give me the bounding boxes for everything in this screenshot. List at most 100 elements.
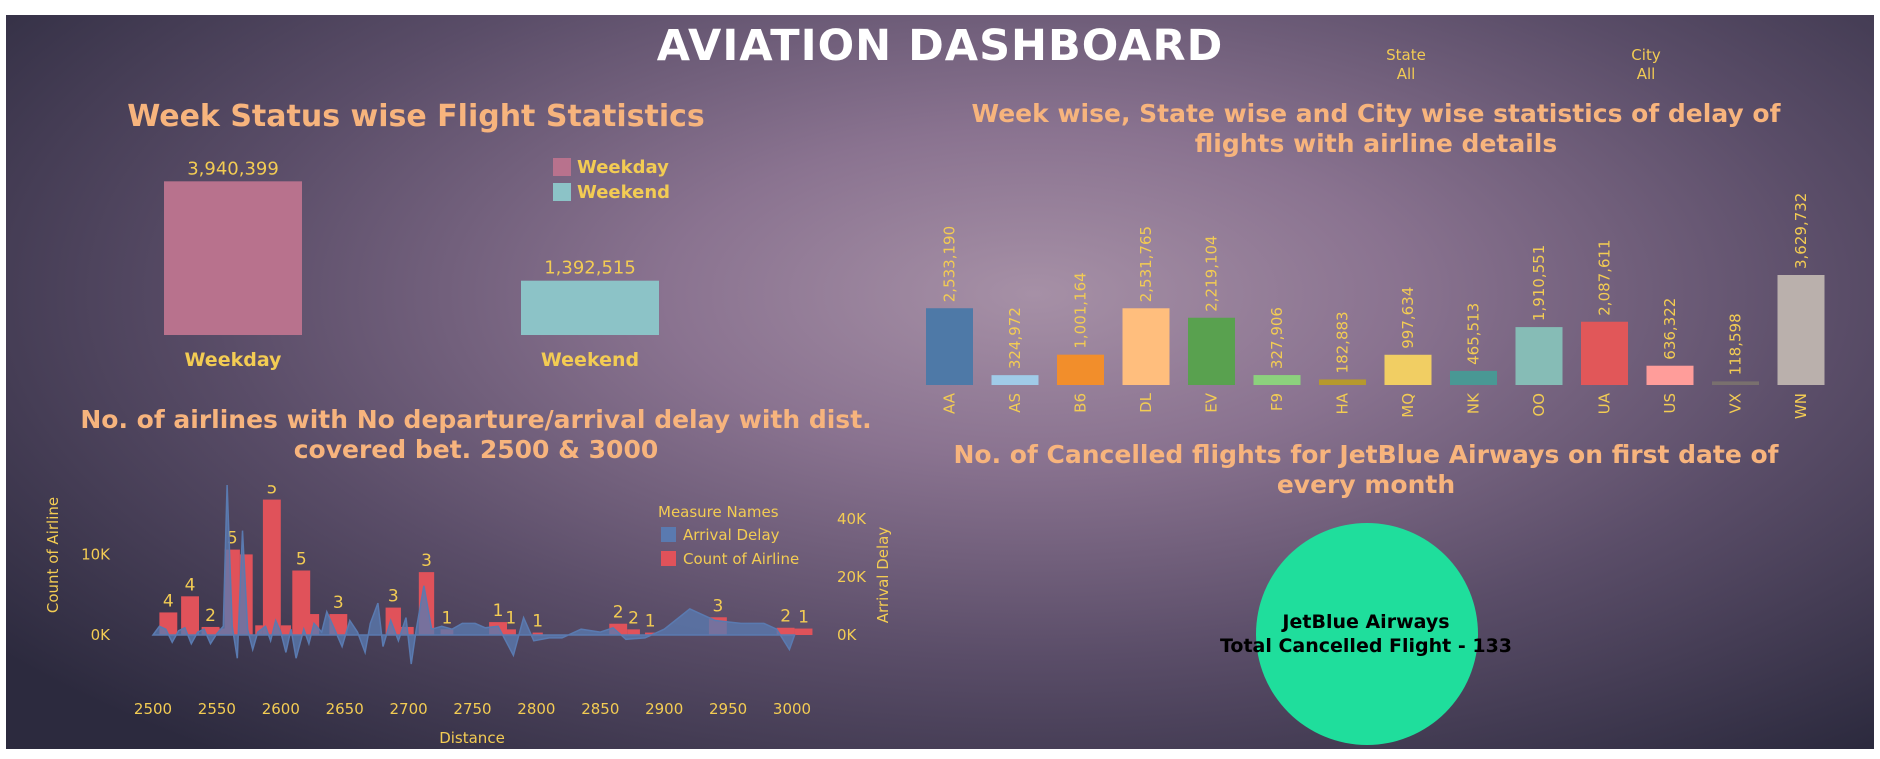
- x-tick: 2650: [326, 700, 364, 718]
- airline-bar-value: 118,598: [1727, 313, 1745, 375]
- airline-bar-value: 1,910,551: [1530, 245, 1548, 321]
- x-tick: 2950: [709, 700, 747, 718]
- city-filter[interactable]: City All: [1606, 46, 1686, 84]
- airline-bar-category: MQ: [1399, 393, 1417, 418]
- airline-bar-mq: [1384, 354, 1432, 385]
- count-bar: [645, 632, 656, 635]
- airline-bar-category: VX: [1727, 393, 1745, 414]
- airline-bar-value: 2,219,104: [1203, 235, 1221, 311]
- x-tick: 2550: [198, 700, 236, 718]
- count-bar-label: 2: [628, 608, 639, 628]
- airline-bar-vx: [1712, 381, 1759, 385]
- count-bar-label: 2: [613, 603, 624, 623]
- x-tick: 2900: [645, 700, 683, 718]
- week-legend-label: Weekday: [577, 157, 669, 178]
- cancelled-label: JetBlue Airways Total Cancelled Flight -…: [1166, 610, 1566, 660]
- y-right-tick: 0K: [837, 626, 858, 644]
- legend-label: Arrival Delay: [683, 526, 780, 544]
- airline-bar-category: US: [1661, 393, 1679, 414]
- count-bar: [262, 499, 281, 635]
- state-filter-value: All: [1396, 65, 1416, 83]
- airline-bar-as: [991, 375, 1039, 385]
- count-bar: [532, 632, 543, 635]
- state-filter[interactable]: State All: [1366, 46, 1446, 84]
- y-left-tick: 0K: [91, 626, 112, 644]
- week-bar-value: 3,940,399: [187, 158, 279, 179]
- week-stats-chart: 3,940,399 Weekday 1,392,515 Weekend Weekday W…: [164, 157, 670, 371]
- count-bar: [627, 629, 640, 635]
- count-bar-label: 3: [333, 593, 344, 613]
- airline-bar-value: 1,001,164: [1072, 272, 1090, 348]
- count-bar-label: 1: [493, 601, 504, 621]
- cancelled-title-line1: No. of Cancelled flights for JetBlue Air…: [953, 440, 1779, 469]
- airline-bar-value: 465,513: [1465, 303, 1483, 365]
- x-tick: 2800: [517, 700, 555, 718]
- arrival-delay-area: [151, 485, 796, 665]
- airline-bar-value: 2,087,611: [1596, 239, 1614, 315]
- y-axis-left-label: Count of Airline: [44, 497, 62, 613]
- x-tick: 3000: [773, 700, 811, 718]
- count-bar-label: 2: [205, 606, 216, 626]
- airline-bar-ev: [1188, 317, 1235, 385]
- airline-bar-category: UA: [1596, 392, 1614, 414]
- airline-bar-category: NK: [1465, 392, 1483, 414]
- count-bar-label: 3: [712, 596, 723, 616]
- airline-bar-aa: [926, 308, 973, 385]
- distance-chart-title-line2: covered bet. 2500 & 3000: [293, 435, 659, 464]
- airline-bar-wn: [1777, 275, 1825, 385]
- airline-delay-title: Week wise, State wise and City wise stat…: [926, 99, 1826, 159]
- y-right-tick: 40K: [837, 510, 867, 528]
- distance-chart-title: No. of airlines with No departure/arriva…: [26, 405, 926, 465]
- airline-bar-value: 2,533,190: [941, 226, 959, 302]
- airline-bar-f9: [1253, 375, 1301, 385]
- airline-delay-title-line2: flights with airline details: [1194, 129, 1558, 158]
- legend-title: Measure Names: [658, 503, 779, 521]
- count-bar-label: 4: [163, 591, 174, 611]
- week-bar-value: 1,392,515: [544, 258, 636, 279]
- count-bar: [181, 596, 200, 635]
- x-tick: 2600: [262, 700, 300, 718]
- distance-chart: Count of Airline Arrival DelayDistance10K…: [44, 485, 892, 747]
- count-bar: [255, 625, 263, 635]
- airline-delay-title-line1: Week wise, State wise and City wise stat…: [971, 99, 1781, 128]
- airline-bar-value: 182,883: [1334, 311, 1352, 373]
- distance-chart-title-line1: No. of airlines with No departure/arriva…: [80, 405, 872, 434]
- count-bar-label: 1: [442, 608, 453, 628]
- count-bar-label: 1: [532, 612, 543, 632]
- cancelled-line2: Total Cancelled Flight - 133: [1219, 635, 1513, 657]
- airline-bar-value: 324,972: [1006, 307, 1024, 369]
- airline-bar-value: 997,634: [1399, 287, 1417, 349]
- airline-bar-category: AA: [941, 392, 959, 414]
- count-bar-label: 2: [780, 607, 791, 627]
- y-right-tick: 20K: [837, 568, 867, 586]
- cancelled-circle: [1256, 523, 1478, 745]
- airline-bar-category: WN: [1792, 393, 1810, 419]
- count-bar-label: 1: [645, 612, 656, 632]
- cancelled-title-line2: every month: [1276, 470, 1456, 499]
- airline-bar-category: HA: [1334, 392, 1352, 414]
- airline-delay-chart: 2,533,190 AA 324,972 AS 1,001,164 B6 2,531,765…: [926, 193, 1825, 419]
- airline-bar-category: AS: [1006, 393, 1024, 413]
- airline-bar-category: EV: [1203, 392, 1221, 412]
- week-legend-swatch: [553, 158, 571, 176]
- airline-bar-category: DL: [1137, 392, 1155, 413]
- legend-swatch: [661, 527, 676, 542]
- airline-bar-value: 636,322: [1661, 298, 1679, 360]
- count-bar-label: 5: [227, 529, 238, 549]
- count-bar-label: 3: [421, 551, 432, 571]
- week-bar-label: Weekday: [185, 349, 283, 371]
- count-bar: [776, 627, 795, 635]
- x-tick: 2850: [581, 700, 619, 718]
- week-bar-weekday: [164, 181, 302, 335]
- x-tick: 2500: [134, 700, 172, 718]
- week-stats-title: Week Status wise Flight Statistics: [127, 99, 705, 134]
- legend-label: Count of Airline: [683, 550, 799, 568]
- city-filter-label: City: [1631, 46, 1661, 64]
- count-bar: [505, 629, 516, 635]
- airline-bar-ha: [1319, 379, 1366, 385]
- dashboard: AVIATION DASHBOARD State All City All We…: [6, 15, 1874, 749]
- count-bar-label: 4: [185, 575, 196, 595]
- count-bar: [609, 623, 628, 635]
- legend-swatch: [661, 551, 676, 566]
- week-legend-label: Weekend: [577, 182, 670, 203]
